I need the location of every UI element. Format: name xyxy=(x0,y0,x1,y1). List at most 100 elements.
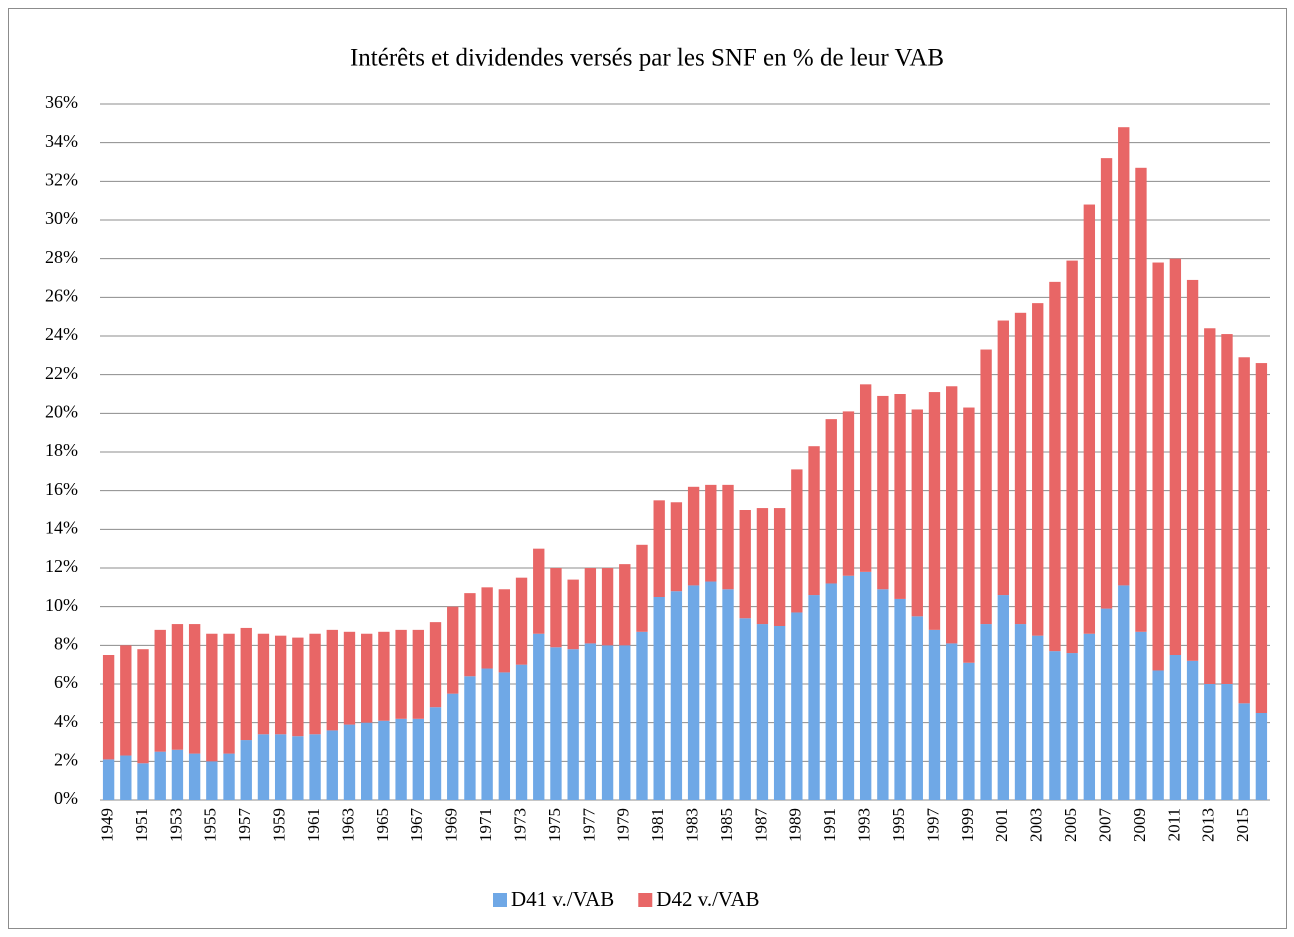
bar-segment xyxy=(1032,303,1044,636)
bar-segment xyxy=(240,627,252,741)
bar-segment xyxy=(154,751,166,800)
bar-segment xyxy=(120,645,132,756)
bar-segment xyxy=(963,407,975,663)
bar-segment xyxy=(343,724,356,800)
bar-segment xyxy=(842,575,855,800)
x-tick-label: 1965 xyxy=(373,808,392,842)
bar-segment xyxy=(481,587,493,669)
y-tick-label: 0% xyxy=(54,788,78,808)
bar-segment xyxy=(859,384,872,572)
x-tick-label: 1971 xyxy=(476,808,495,842)
bar-segment xyxy=(412,629,424,719)
bar-segment xyxy=(1100,158,1113,609)
chart-title: Intérêts et dividendes versés par les SN… xyxy=(350,45,944,72)
bar-segment xyxy=(601,645,614,800)
bar-segment xyxy=(447,606,459,694)
bar-segment xyxy=(670,591,683,800)
bar-segment xyxy=(1066,653,1078,800)
bar-segment xyxy=(1118,585,1130,800)
y-tick-label: 32% xyxy=(45,169,78,189)
x-tick-label: 1961 xyxy=(304,808,323,842)
bar-segment xyxy=(464,676,476,800)
x-tick-label: 2011 xyxy=(1164,808,1183,841)
bar-segment xyxy=(1152,670,1164,800)
bar-segment xyxy=(206,633,218,762)
x-tick-label: 1989 xyxy=(786,808,805,842)
bar-segment xyxy=(1118,127,1130,586)
bar-segment xyxy=(946,386,958,644)
x-tick-label: 1979 xyxy=(614,808,633,842)
bar-segment xyxy=(687,486,700,586)
y-tick-label: 18% xyxy=(45,440,78,460)
bar-segment xyxy=(636,631,648,800)
bar-segment xyxy=(722,484,734,590)
legend-label: D41 v./VAB xyxy=(511,887,614,911)
bar-segment xyxy=(550,568,562,648)
x-tick-label: 2007 xyxy=(1095,808,1114,843)
bar-segment xyxy=(739,618,751,800)
x-tick-label: 1985 xyxy=(717,808,736,842)
bar-segment xyxy=(533,633,545,800)
bar-segment xyxy=(1238,703,1250,800)
y-tick-label: 14% xyxy=(45,517,78,537)
bar-segment xyxy=(378,631,390,721)
bar-segment xyxy=(395,629,407,719)
bar-segment xyxy=(240,740,252,800)
bar-segment xyxy=(1032,635,1044,800)
x-tick-label: 1977 xyxy=(579,808,598,843)
bar-segment xyxy=(481,668,493,800)
bar-segment xyxy=(1238,357,1250,704)
x-tick-label: 1995 xyxy=(889,808,908,842)
y-tick-label: 4% xyxy=(54,711,78,731)
bar-segment xyxy=(808,446,820,596)
bar-segment xyxy=(292,736,304,800)
bar-segment xyxy=(1135,167,1147,632)
bar-segment xyxy=(1204,328,1216,684)
y-tick-label: 24% xyxy=(45,324,78,344)
bar-segment xyxy=(894,598,906,800)
legend-swatch xyxy=(638,893,653,907)
bar-segment xyxy=(911,616,923,800)
bar-segment xyxy=(515,664,528,800)
bar-segment xyxy=(447,693,459,800)
x-tick-label: 1987 xyxy=(751,808,770,843)
bar-segment xyxy=(980,624,992,800)
bar-segment xyxy=(1186,279,1199,661)
x-tick-label: 1949 xyxy=(98,808,117,842)
bar-segment xyxy=(429,707,442,800)
bar-segment xyxy=(756,508,769,625)
x-tick-label: 1983 xyxy=(683,808,702,842)
bar-segment xyxy=(1083,204,1096,634)
bar-segment xyxy=(584,568,597,644)
bar-segment xyxy=(997,595,1009,800)
x-tick-label: 2003 xyxy=(1027,808,1046,842)
bar-segment xyxy=(550,647,562,800)
bar-segment xyxy=(670,502,683,592)
bar-segment xyxy=(653,500,665,597)
bar-segment xyxy=(1186,660,1199,800)
x-tick-label: 1991 xyxy=(820,808,839,842)
y-tick-label: 22% xyxy=(45,363,78,383)
bar-segment xyxy=(137,649,149,764)
y-tick-label: 6% xyxy=(54,672,78,692)
bar-segment xyxy=(567,579,579,650)
x-tick-label: 1973 xyxy=(510,808,529,842)
bar-segment xyxy=(223,753,235,800)
bar-segment xyxy=(378,720,390,800)
bar-segment xyxy=(1169,258,1182,655)
bar-segment xyxy=(171,749,184,800)
y-tick-label: 36% xyxy=(45,92,78,112)
y-tick-label: 30% xyxy=(45,208,78,228)
bar-segment xyxy=(1014,312,1027,625)
x-tick-label: 1957 xyxy=(235,808,254,843)
bar-segment xyxy=(963,662,975,800)
bar-segment xyxy=(498,589,511,673)
bar-segment xyxy=(274,734,287,800)
x-tick-label: 1963 xyxy=(338,808,357,842)
bar-segment xyxy=(756,624,769,800)
bar-segment xyxy=(1049,281,1061,652)
bar-segment xyxy=(601,568,614,646)
x-tick-label: 2001 xyxy=(992,808,1011,842)
